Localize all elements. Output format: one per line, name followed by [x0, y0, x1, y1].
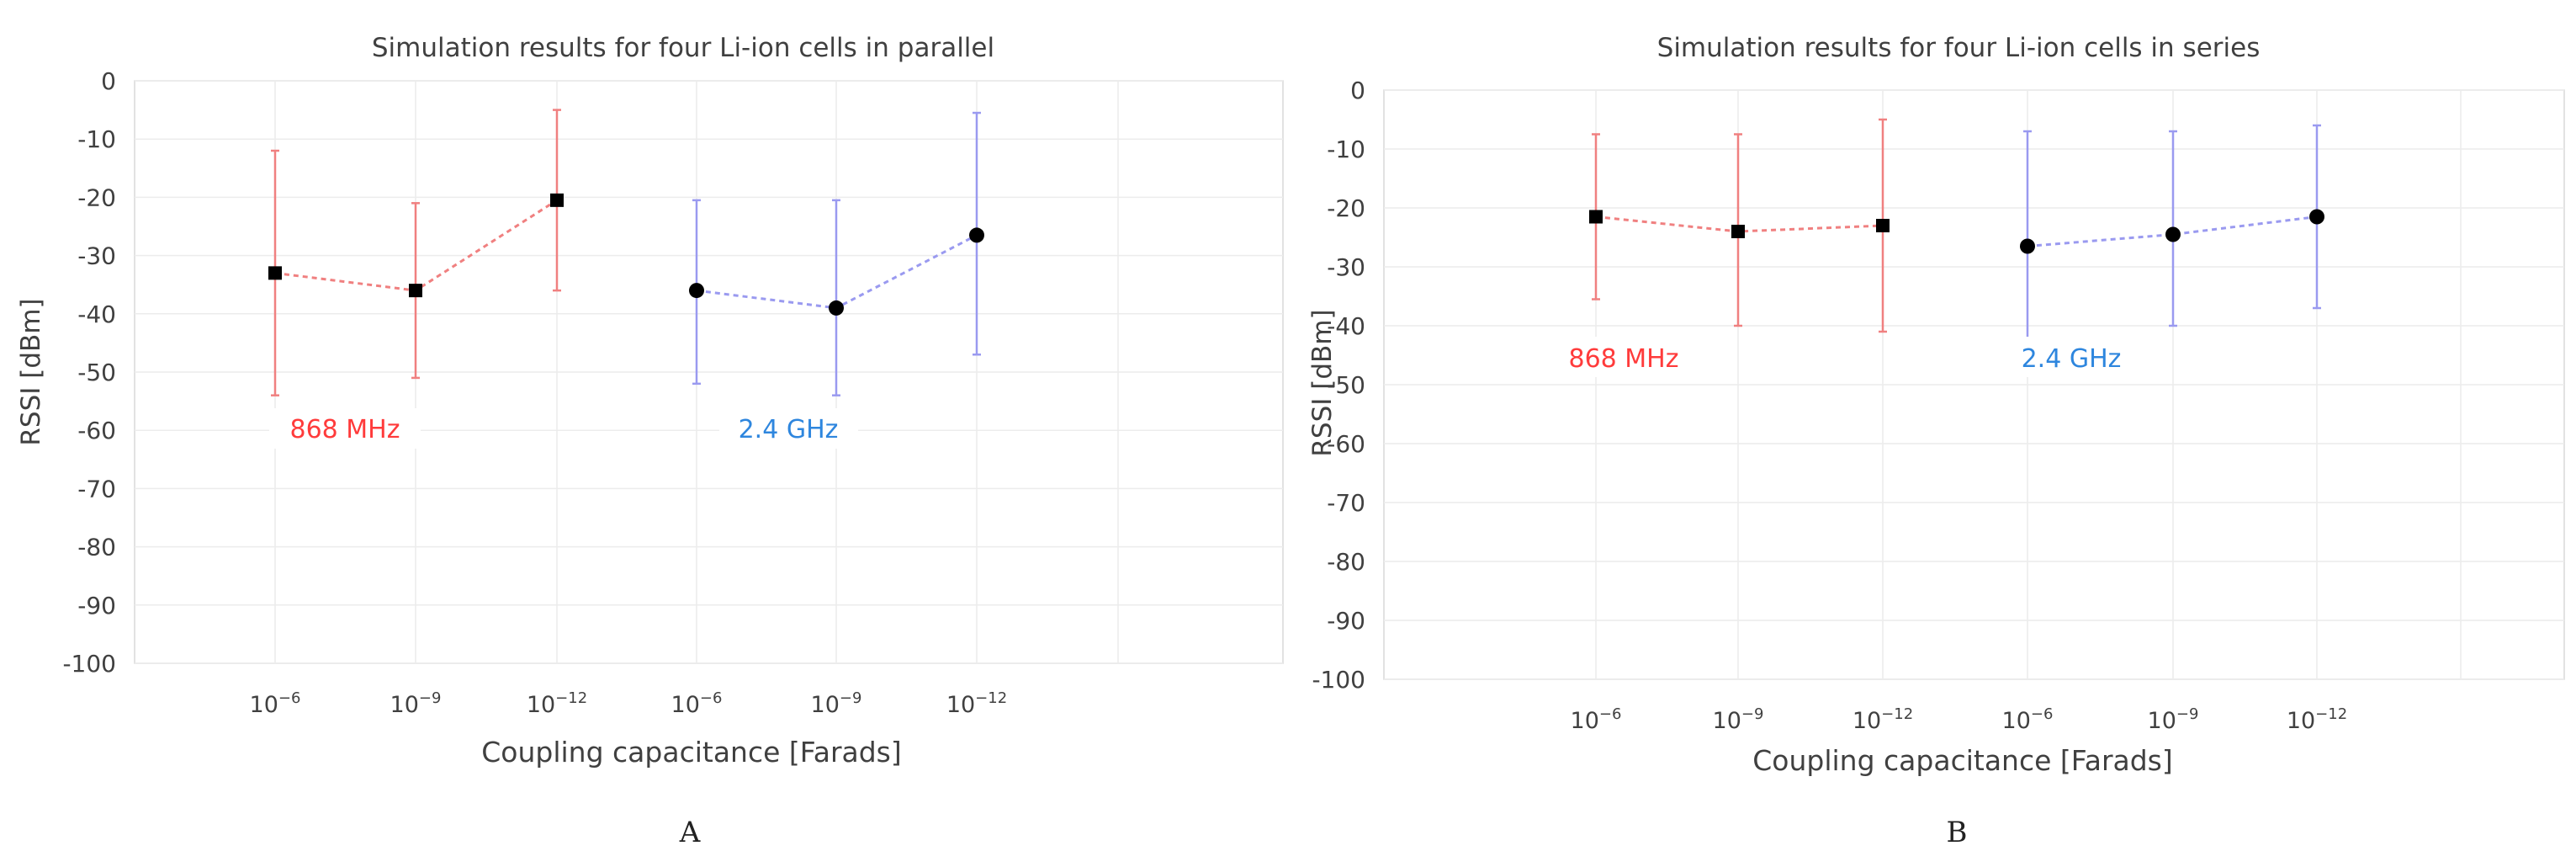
y-tick-label: -80	[77, 534, 116, 561]
annotation-868-a: 868 MHz	[290, 415, 400, 444]
grid-b	[1384, 89, 2564, 680]
x-tick-label: 10−9	[1713, 705, 1764, 734]
y-tick-label: -100	[1312, 666, 1365, 694]
x-tick-label: 10−9	[2148, 705, 2199, 734]
y-tick-label: -30	[77, 242, 116, 270]
chart-panel-a: 0-10-20-30-40-50-60-70-80-90-100 10−6 10−…	[16, 33, 1284, 849]
data-point-square	[1589, 210, 1603, 224]
x-tick-label: 10−6	[250, 689, 301, 718]
data-point-circle	[2309, 209, 2324, 225]
x-tick-label: 10−12	[527, 689, 587, 718]
annotation-24-a: 2.4 GHz	[739, 415, 839, 444]
data-point-circle	[969, 227, 984, 243]
annotation-24-b: 2.4 GHz	[2022, 344, 2122, 374]
data-point-circle	[689, 283, 704, 299]
y-tick-label: -90	[1327, 607, 1365, 635]
y-tick-label: -60	[1327, 430, 1365, 458]
x-axis-label-a: Coupling capacitance [Farads]	[481, 736, 902, 769]
y-axis-label-b: RSSI [dBm]	[1307, 309, 1338, 456]
chart-title-a: Simulation results for four Li-ion cells…	[372, 33, 994, 63]
data-point-square	[409, 284, 422, 298]
y-tick-label: -90	[77, 592, 116, 620]
x-tick-label: 10−6	[1571, 705, 1622, 734]
x-tick-label: 10−12	[946, 689, 1007, 718]
x-axis-label-b: Coupling capacitance [Farads]	[1752, 744, 2173, 777]
y-tick-labels-b: 0 -10 -20 -30 -40 -50 -60 -70 -80 -90 -100	[1312, 77, 1365, 694]
annotation-bg-24-a	[719, 408, 858, 449]
y-tick-label: -40	[1327, 312, 1365, 340]
data-point-square	[1876, 219, 1890, 232]
y-tick-labels-a: 0 -10 -20 -30 -40 -50 -60 -70 -80 -90 -100	[62, 67, 116, 678]
y-tick-label: 0	[1350, 77, 1365, 104]
y-axis-label-a: RSSI [dBm]	[16, 298, 46, 445]
y-tick-label: -80	[1327, 548, 1365, 576]
markers-b	[1589, 209, 2324, 254]
x-tick-label: 10−6	[2002, 705, 2054, 734]
y-tick-label: -40	[77, 301, 116, 328]
annotation-bg-868-a	[269, 408, 421, 449]
y-tick-label: -20	[1327, 194, 1365, 222]
y-tick-label: 0	[101, 67, 116, 95]
x-tick-label: 10−9	[811, 689, 862, 718]
data-point-square	[550, 193, 564, 207]
data-point-circle	[2020, 238, 2035, 254]
x-tick-label: 10−9	[390, 689, 442, 718]
x-tick-label: 10−12	[1852, 705, 1913, 734]
markers-a	[268, 193, 984, 316]
x-tick-label: 10−6	[671, 689, 723, 718]
y-tick-label: -70	[1327, 489, 1365, 517]
data-point-square	[1731, 225, 1745, 238]
x-tick-labels-a: 10−6 10−9 10−12 10−6 10−9 10−12	[250, 689, 1008, 718]
x-tick-label: 10−12	[2287, 705, 2347, 734]
panel-label-a: A	[679, 816, 701, 849]
annotation-bg-24-b	[2002, 337, 2141, 377]
y-tick-label: -100	[62, 650, 116, 678]
data-point-circle	[2165, 226, 2181, 242]
y-tick-label: -10	[1327, 136, 1365, 163]
y-tick-label: -10	[77, 125, 116, 153]
y-tick-label: -60	[77, 417, 116, 444]
y-tick-label: -70	[77, 475, 116, 503]
series-line	[2027, 215, 2318, 247]
y-tick-label: -50	[1327, 371, 1365, 399]
y-tick-label: -20	[77, 184, 116, 211]
annotation-bg-868-b	[1548, 337, 1699, 377]
annotation-868-b: 868 MHz	[1569, 344, 1679, 374]
chart-title-b: Simulation results for four Li-ion cells…	[1657, 33, 2261, 63]
chart-panel-b: 0-10-20-30-40-50-60-70-80-90-100 10−6 10−…	[1307, 33, 2565, 849]
x-tick-labels-b: 10−6 10−9 10−12 10−6 10−9 10−12	[1571, 705, 2348, 734]
y-tick-label: -50	[77, 359, 116, 386]
y-tick-label: -30	[1327, 253, 1365, 281]
panel-label-b: B	[1947, 816, 1968, 849]
data-point-circle	[829, 300, 844, 316]
data-point-square	[268, 266, 282, 280]
